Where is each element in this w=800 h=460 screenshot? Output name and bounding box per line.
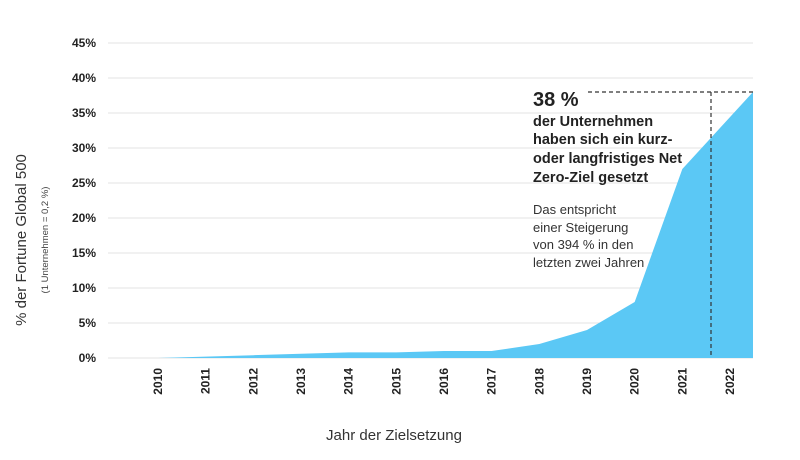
y-tick-label: 25% bbox=[72, 176, 96, 190]
y-tick-label: 35% bbox=[72, 106, 96, 120]
y-tick-label: 30% bbox=[72, 141, 96, 155]
x-tick-label: 2016 bbox=[437, 368, 451, 395]
y-tick-label: 45% bbox=[72, 36, 96, 50]
annotation-note-line-1: Das entspricht bbox=[533, 202, 616, 217]
grid-lines bbox=[108, 42, 753, 359]
x-tick-label: 2021 bbox=[675, 368, 689, 395]
y-axis-ticks: 0% 5% 10% 15% 20% 25% 30% 35% 40% 45% bbox=[72, 36, 96, 365]
x-tick-label: 2022 bbox=[723, 368, 737, 395]
x-tick-label: 2010 bbox=[151, 368, 165, 395]
x-tick-label: 2017 bbox=[485, 368, 499, 395]
annotation-value: 38 % bbox=[533, 89, 579, 111]
x-tick-label: 2020 bbox=[628, 368, 642, 395]
annotation-note-line-3: von 394 % in den bbox=[533, 237, 633, 252]
y-tick-label: 20% bbox=[72, 211, 96, 225]
x-tick-label: 2018 bbox=[532, 368, 546, 395]
x-tick-label: 2011 bbox=[199, 368, 213, 394]
x-tick-label: 2019 bbox=[580, 368, 594, 395]
annotation-note-line-4: letzten zwei Jahren bbox=[533, 255, 644, 270]
x-tick-label: 2014 bbox=[342, 368, 356, 395]
annotation-line-1: der Unternehmen bbox=[533, 114, 653, 130]
y-tick-label: 5% bbox=[79, 316, 97, 330]
x-tick-label: 2012 bbox=[246, 368, 260, 395]
x-axis-ticks: 2010 2011 2012 2013 2014 2015 2016 2017 2018 2019… bbox=[151, 368, 737, 395]
annotation-note-line-2: einer Steigerung bbox=[533, 220, 628, 235]
annotation-line-2: haben sich ein kurz- bbox=[533, 132, 673, 148]
y-axis-label: % der Fortune Global 500 bbox=[13, 154, 30, 326]
annotation-line-3: oder langfristiges Net bbox=[533, 151, 682, 167]
y-tick-label: 40% bbox=[72, 71, 96, 85]
x-tick-label: 2013 bbox=[294, 368, 308, 395]
y-axis-note: (1 Unternehmen = 0,2 %) bbox=[40, 187, 51, 294]
x-axis-label: Jahr der Zielsetzung bbox=[326, 427, 462, 444]
area-series bbox=[158, 92, 753, 358]
y-tick-label: 10% bbox=[72, 281, 96, 295]
annotation-line-4: Zero-Ziel gesetzt bbox=[533, 170, 648, 186]
x-tick-label: 2015 bbox=[389, 368, 403, 395]
y-tick-label: 15% bbox=[72, 246, 96, 260]
y-tick-label: 0% bbox=[79, 351, 97, 365]
